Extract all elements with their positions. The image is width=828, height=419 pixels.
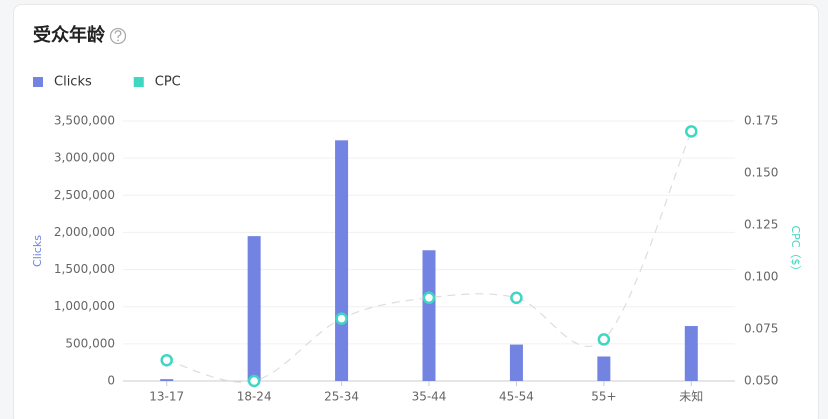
point (597, 333, 611, 346)
help-icon[interactable] (109, 27, 127, 45)
y-tick-label: 2,000,000 (54, 225, 115, 239)
legend-label: CPC (155, 75, 181, 90)
y2-tick-label: 0.175 (744, 114, 778, 128)
bar (684, 326, 698, 381)
bar (422, 250, 436, 381)
y2-tick-label: 0.050 (744, 374, 778, 388)
point (685, 125, 698, 138)
y-tick-label: 1,000,000 (54, 299, 115, 313)
y2-tick-label: 0.075 (744, 322, 778, 336)
card (13, 4, 819, 419)
point (335, 312, 348, 325)
bar (160, 379, 174, 381)
x-tick-label: 未知 (679, 390, 703, 404)
x-tick-label: 45-54 (499, 390, 534, 404)
bar (247, 236, 261, 381)
y-tick-label: 2,500,000 (54, 188, 115, 202)
point (247, 374, 261, 388)
y-tick-label: 0 (107, 374, 115, 388)
legend-label: Clicks (54, 75, 92, 90)
y-tick-label: 1,500,000 (54, 262, 115, 276)
legend-swatch (33, 77, 43, 87)
y-axis-title: Clicks (31, 235, 44, 267)
point (160, 353, 173, 367)
y-tick-label: 500,000 (65, 336, 115, 350)
x-tick-label: 18-24 (237, 390, 272, 404)
bar (335, 140, 349, 381)
chart-title: 受众年龄 (33, 24, 106, 46)
point (510, 291, 523, 305)
x-tick-label: 35-44 (412, 390, 447, 404)
x-tick-label: 55+ (591, 390, 616, 404)
y2-tick-label: 0.125 (744, 218, 778, 232)
x-tick-label: 13-17 (149, 390, 184, 404)
y2-tick-label: 0.100 (744, 270, 778, 284)
bar (597, 356, 611, 381)
line (166, 131, 692, 383)
y2-axis-title: CPC（$） (789, 226, 802, 277)
y-tick-label: 3,500,000 (54, 114, 115, 128)
point (422, 291, 436, 305)
legend-swatch (133, 77, 144, 87)
y2-tick-label: 0.150 (744, 166, 778, 180)
x-tick-label: 25-34 (324, 390, 359, 404)
bar (509, 344, 523, 381)
y-tick-label: 3,000,000 (54, 151, 115, 165)
